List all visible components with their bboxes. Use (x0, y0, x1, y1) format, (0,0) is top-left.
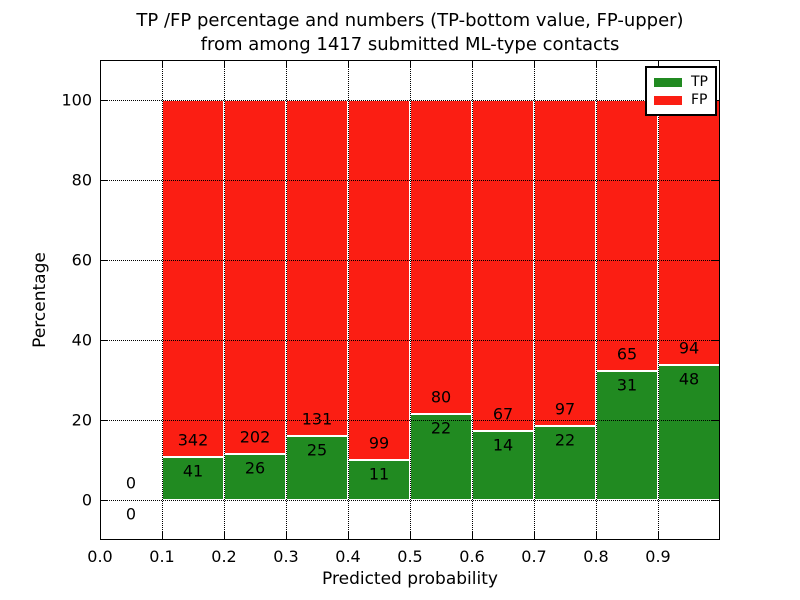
x-tick-bottom (100, 532, 101, 539)
bar-label-fp: 80 (430, 387, 452, 407)
bar-label-tp: 11 (368, 464, 390, 484)
x-tick-label: 0.6 (459, 547, 485, 566)
chart-title: TP /FP percentage and numbers (TP-bottom… (136, 9, 683, 57)
y-tick-left (101, 420, 108, 421)
x-tick-label: 0.8 (583, 547, 609, 566)
x-tick-bottom (348, 532, 349, 539)
bar-label-fp: 97 (554, 399, 576, 419)
x-tick-top (596, 61, 597, 68)
x-tick-top (472, 61, 473, 68)
gridline-vertical (534, 60, 535, 540)
bar-fp-segment (224, 100, 286, 455)
x-axis-label: Predicted probability (322, 569, 498, 589)
bar-label-tp: 41 (182, 461, 204, 481)
bar-label-fp: 202 (239, 427, 271, 447)
y-tick-label: 60 (71, 250, 92, 270)
bar-label-fp: 342 (177, 430, 209, 450)
gridline-vertical (162, 60, 163, 540)
bar-fp-segment (286, 100, 348, 436)
y-tick-right (712, 260, 719, 261)
bar-label-tp: 22 (554, 430, 576, 450)
y-tick-right (712, 500, 719, 501)
x-tick-bottom (162, 532, 163, 539)
legend-swatch-fp (654, 95, 682, 105)
bar-label-fp: 131 (301, 409, 333, 429)
x-tick-top (410, 61, 411, 68)
x-tick-top (658, 61, 659, 68)
y-tick-left (101, 500, 108, 501)
x-tick-bottom (658, 532, 659, 539)
legend: TP FP (645, 66, 717, 116)
x-tick-bottom (534, 532, 535, 539)
bar-fp-segment (472, 100, 534, 431)
bar-label-tp: 31 (616, 375, 638, 395)
plot-area (100, 60, 720, 540)
x-tick-top (286, 61, 287, 68)
bar-label-fp: 65 (616, 344, 638, 364)
bar-fp-segment (534, 100, 596, 427)
y-tick-right (712, 180, 719, 181)
x-tick-bottom (224, 532, 225, 539)
x-tick-label: 0.1 (149, 547, 175, 566)
bar-label-tp: 26 (244, 458, 266, 478)
y-tick-label: 20 (71, 410, 92, 430)
x-tick-bottom (410, 532, 411, 539)
legend-label-tp: TP (691, 74, 708, 90)
legend-label-fp: FP (691, 92, 708, 108)
legend-item-tp: TP (654, 73, 708, 91)
bar-tp-segment (534, 426, 596, 500)
x-tick-label: 0.3 (273, 547, 299, 566)
x-tick-label: 0.0 (87, 547, 113, 566)
x-tick-label: 0.5 (397, 547, 423, 566)
bar-tp-segment (286, 435, 348, 500)
y-tick-left (101, 180, 108, 181)
x-tick-label: 0.7 (521, 547, 547, 566)
y-tick-label: 80 (71, 170, 92, 190)
x-tick-bottom (472, 532, 473, 539)
x-tick-label: 0.9 (645, 547, 671, 566)
gridline-vertical (348, 60, 349, 540)
gridline-vertical (596, 60, 597, 540)
y-tick-right (712, 420, 719, 421)
legend-item-fp: FP (654, 91, 708, 109)
y-tick-label: 100 (61, 90, 92, 110)
bar-fp-segment (410, 100, 472, 414)
y-tick-label: 40 (71, 330, 92, 350)
y-tick-left (101, 100, 108, 101)
gridline-vertical (472, 60, 473, 540)
chart-title-line2: from among 1417 submitted ML-type contac… (200, 34, 620, 55)
y-tick-label: 0 (81, 490, 92, 510)
gridline-vertical (224, 60, 225, 540)
bar-label-tp: 14 (492, 435, 514, 455)
x-tick-top (224, 61, 225, 68)
bar-label-tp: 48 (678, 369, 700, 389)
y-tick-right (712, 340, 719, 341)
x-tick-top (162, 61, 163, 68)
legend-swatch-tp (654, 77, 682, 87)
y-tick-left (101, 260, 108, 261)
gridline-vertical (286, 60, 287, 540)
bar-label-tp: 0 (125, 504, 137, 524)
bar-label-fp: 94 (678, 338, 700, 358)
chart-title-line1: TP /FP percentage and numbers (TP-bottom… (136, 10, 684, 31)
gridline-vertical (658, 60, 659, 540)
bar-label-fp: 67 (492, 404, 514, 424)
x-tick-label: 0.2 (211, 547, 237, 566)
bar-label-fp: 0 (125, 473, 137, 493)
bar-label-tp: 25 (306, 440, 328, 460)
bar-label-tp: 22 (430, 418, 452, 438)
x-tick-label: 0.4 (335, 547, 361, 566)
x-tick-top (534, 61, 535, 68)
x-tick-bottom (596, 532, 597, 539)
bar-tp-segment (224, 454, 286, 500)
bar-tp-segment (162, 457, 224, 500)
gridline-vertical (410, 60, 411, 540)
x-tick-top (348, 61, 349, 68)
x-tick-top (100, 61, 101, 68)
y-tick-left (101, 340, 108, 341)
x-tick-bottom (286, 532, 287, 539)
bar-label-fp: 99 (368, 433, 390, 453)
